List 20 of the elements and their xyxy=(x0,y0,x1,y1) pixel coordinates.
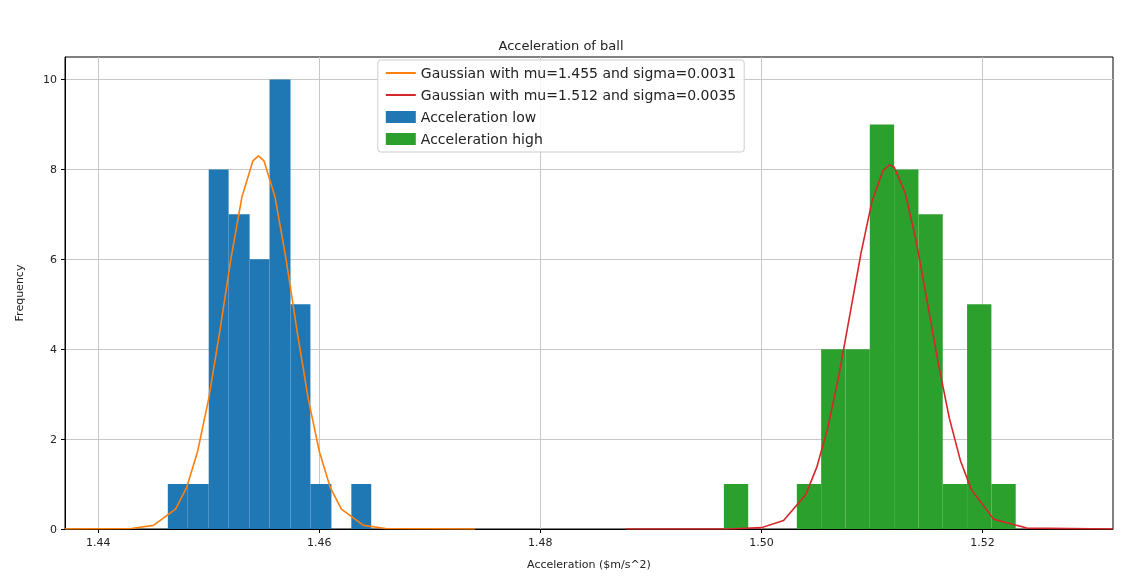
line-series xyxy=(624,164,1114,530)
x-tick-label: 1.44 xyxy=(85,536,111,549)
y-axis-title: Frequency xyxy=(13,264,26,322)
y-tick-label: 6 xyxy=(50,252,57,266)
x-tick-label: 1.52 xyxy=(970,536,995,549)
legend-label: Acceleration high xyxy=(420,131,543,147)
y-tick-label: 4 xyxy=(50,342,57,356)
x-tick-label: 1.48 xyxy=(528,536,553,549)
legend-label: Gaussian with mu=1.455 and sigma=0.0031 xyxy=(420,65,737,81)
y-tick-label: 0 xyxy=(50,522,57,536)
y-tick-label: 2 xyxy=(50,432,57,446)
x-axis-title: Acceleration ($m/s^2) xyxy=(527,558,651,571)
x-tick-label: 1.46 xyxy=(307,536,332,549)
legend-label: Acceleration low xyxy=(420,109,537,125)
chart-title: Acceleration of ball xyxy=(498,38,624,53)
x-tick-label: 1.50 xyxy=(749,536,774,549)
y-tick-label: 8 xyxy=(50,162,57,176)
y-tick-label: 10 xyxy=(43,72,57,86)
legend-label: Gaussian with mu=1.512 and sigma=0.0035 xyxy=(420,87,737,103)
line-series xyxy=(64,155,476,530)
